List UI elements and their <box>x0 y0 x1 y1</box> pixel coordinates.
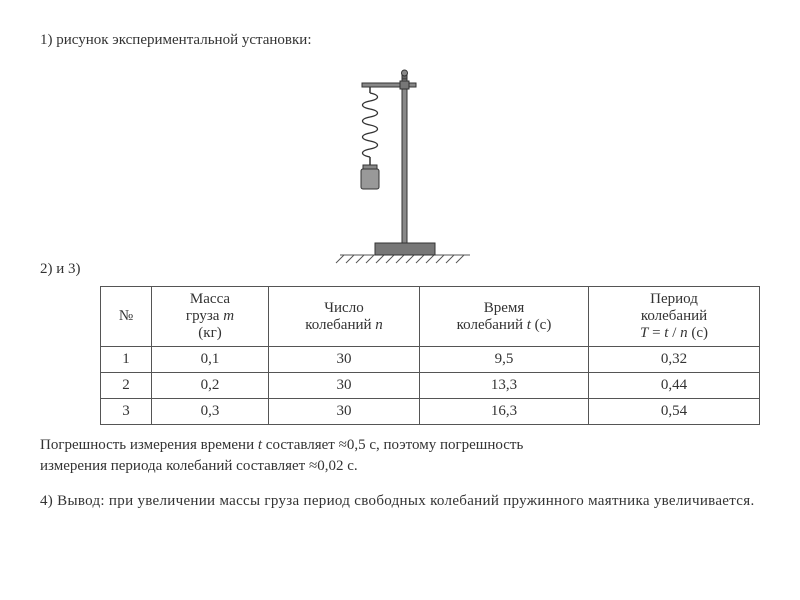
table-row: 2 0,2 30 13,3 0,44 <box>101 373 760 399</box>
section-1-title: 1) рисунок экспериментальной установки: <box>40 30 760 51</box>
cell-period: 0,54 <box>589 399 760 425</box>
cell-count: 30 <box>269 373 420 399</box>
table-row: 3 0,3 30 16,3 0,54 <box>101 399 760 425</box>
data-table: № Масса груза m (кг) Число колебаний n В… <box>100 286 760 425</box>
apparatus-diagram <box>320 57 480 267</box>
cell-count: 30 <box>269 399 420 425</box>
col-time: Время колебаний t (с) <box>420 287 589 347</box>
cell-time: 16,3 <box>420 399 589 425</box>
error-note: Погрешность измерения времени t составля… <box>40 435 760 477</box>
cell-time: 13,3 <box>420 373 589 399</box>
cell-mass: 0,1 <box>152 347 269 373</box>
col-mass: Масса груза m (кг) <box>152 287 269 347</box>
cell-count: 30 <box>269 347 420 373</box>
cell-n: 3 <box>101 399 152 425</box>
cell-time: 9,5 <box>420 347 589 373</box>
col-number: № <box>101 287 152 347</box>
cell-period: 0,44 <box>589 373 760 399</box>
cell-period: 0,32 <box>589 347 760 373</box>
table-header-row: № Масса груза m (кг) Число колебаний n В… <box>101 287 760 347</box>
cell-n: 1 <box>101 347 152 373</box>
apparatus-diagram-container <box>40 57 760 267</box>
cell-mass: 0,3 <box>152 399 269 425</box>
cell-n: 2 <box>101 373 152 399</box>
col-count: Число колебаний n <box>269 287 420 347</box>
col-period: Период колебаний T = t / n (с) <box>589 287 760 347</box>
conclusion: 4) Вывод: при увеличении массы груза пер… <box>40 491 760 512</box>
table-row: 1 0,1 30 9,5 0,32 <box>101 347 760 373</box>
cell-mass: 0,2 <box>152 373 269 399</box>
